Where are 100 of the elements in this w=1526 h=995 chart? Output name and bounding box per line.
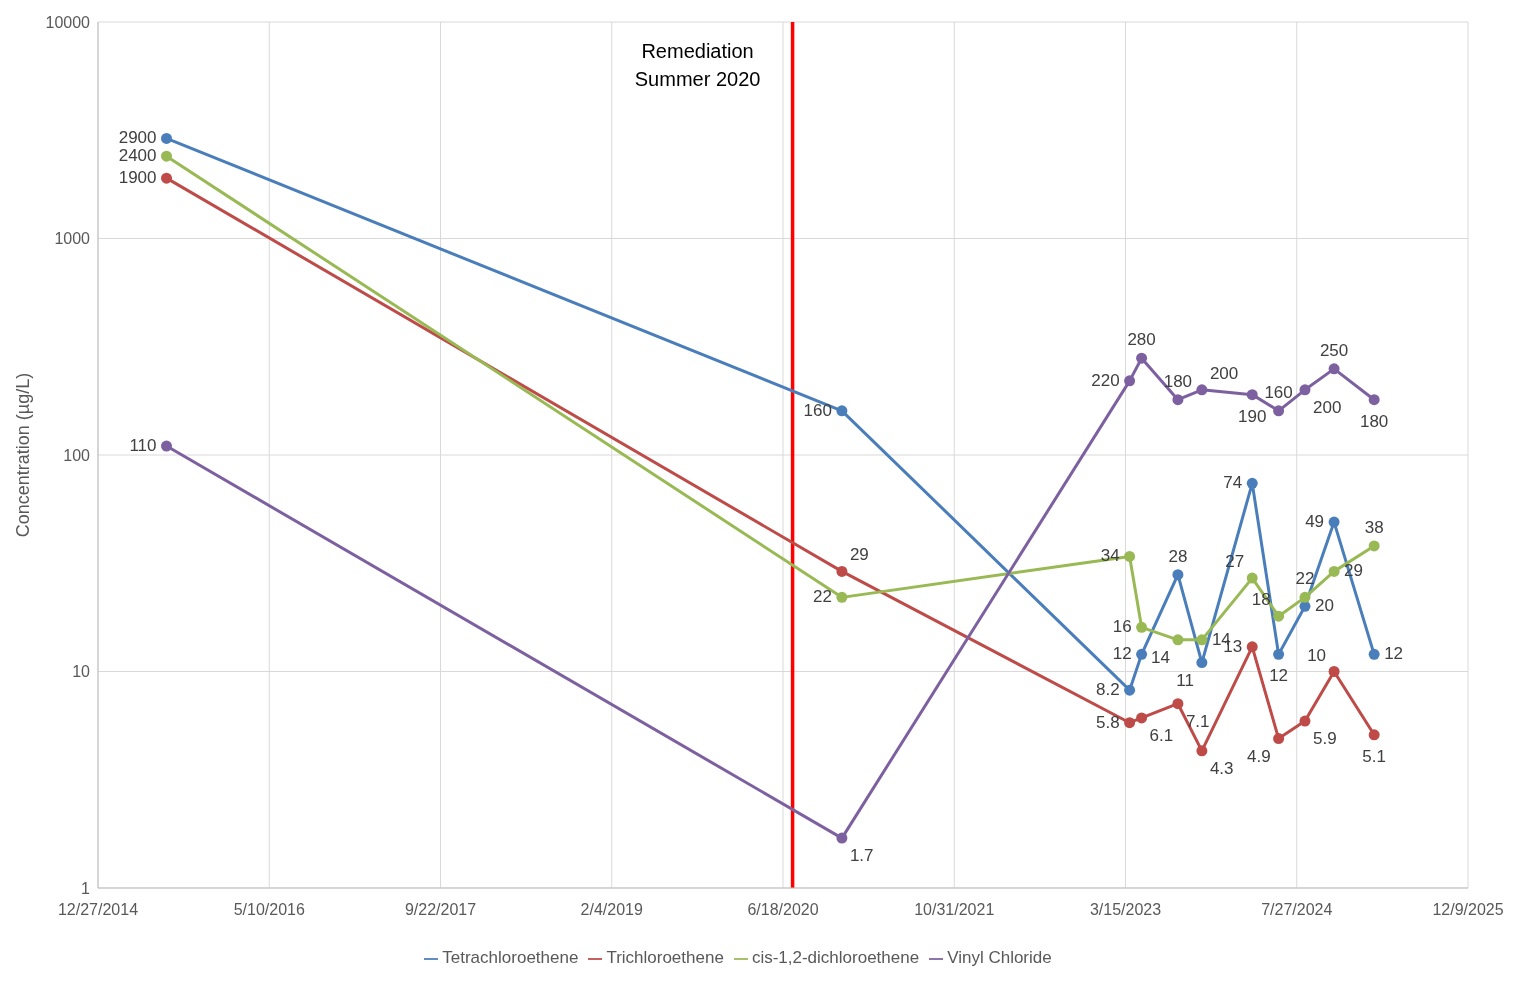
point xyxy=(1196,384,1208,396)
point xyxy=(836,405,848,417)
data-label: 6.1 xyxy=(1149,725,1174,745)
data-label: 29 xyxy=(849,545,869,565)
data-label: 250 xyxy=(1319,340,1349,360)
x-tick-label: 9/22/2017 xyxy=(404,901,477,919)
point xyxy=(1136,648,1148,660)
point xyxy=(1328,565,1340,577)
data-label: 12 xyxy=(1112,644,1132,664)
data-label: 11 xyxy=(1176,670,1194,690)
data-label: 160 xyxy=(803,400,832,420)
point xyxy=(836,565,848,577)
data-label: 8.2 xyxy=(1095,680,1120,700)
data-label: 5.1 xyxy=(1362,746,1386,766)
point xyxy=(1368,729,1380,741)
point xyxy=(1368,540,1380,552)
point xyxy=(1124,684,1136,696)
data-label: 1.7 xyxy=(849,846,874,866)
data-label: 200 xyxy=(1312,397,1342,417)
legend-label: Vinyl Chloride xyxy=(947,948,1052,967)
point xyxy=(1273,648,1285,660)
point xyxy=(161,132,172,144)
data-label: 5.9 xyxy=(1312,729,1337,749)
data-label: 200 xyxy=(1209,363,1239,383)
data-label: 280 xyxy=(1127,330,1156,350)
point xyxy=(1196,634,1208,646)
data-label: 1900 xyxy=(118,168,157,188)
data-label: 22 xyxy=(812,587,832,607)
data-label: 4.3 xyxy=(1209,758,1234,778)
point xyxy=(836,591,848,603)
y-axis-title: Concentration (µg/L) xyxy=(13,372,34,538)
legend-label: Trichloroethene xyxy=(606,948,724,967)
x-tick-label: 10/31/2021 xyxy=(914,901,995,919)
point xyxy=(1136,712,1148,724)
data-label: 16 xyxy=(1112,617,1132,637)
y-tick-label: 10000 xyxy=(45,13,91,31)
legend-label: cis-1,2-dichloroethene xyxy=(751,948,920,967)
data-label: 20 xyxy=(1314,596,1334,616)
data-label: 7.1 xyxy=(1185,711,1210,731)
y-tick-label: 10 xyxy=(72,663,91,681)
x-tick-label: 6/18/2020 xyxy=(747,901,819,919)
x-tick-label: 5/10/2016 xyxy=(233,901,305,919)
point xyxy=(1368,394,1380,406)
point xyxy=(1328,666,1340,677)
point xyxy=(836,832,848,844)
data-label: 160 xyxy=(1264,382,1293,402)
data-label: 4.9 xyxy=(1246,746,1271,766)
data-label: 110 xyxy=(129,436,157,456)
point xyxy=(1328,516,1340,528)
point xyxy=(1246,389,1258,401)
point xyxy=(1299,591,1311,603)
data-label: 14 xyxy=(1150,647,1170,667)
data-label: 12 xyxy=(1384,644,1404,664)
x-tick-label: 3/15/2023 xyxy=(1089,901,1162,919)
point xyxy=(1273,610,1285,622)
data-label: 190 xyxy=(1238,406,1267,426)
data-label: 2400 xyxy=(118,146,157,166)
x-tick-label: 7/27/2024 xyxy=(1261,901,1333,919)
data-label: 2900 xyxy=(118,128,157,148)
data-label: 49 xyxy=(1305,512,1325,532)
point xyxy=(1136,621,1148,633)
point xyxy=(1299,715,1311,727)
point xyxy=(1172,394,1184,406)
x-tick-label: 2/4/2019 xyxy=(580,901,643,919)
point xyxy=(1246,477,1258,489)
data-label: 180 xyxy=(1163,371,1193,391)
x-tick-label: 12/9/2025 xyxy=(1432,901,1504,919)
y-tick-label: 1000 xyxy=(54,230,91,248)
point xyxy=(1172,569,1184,581)
data-label: 74 xyxy=(1223,473,1243,493)
point xyxy=(1124,550,1136,562)
ref-line-label: Remediation Summer 2020 xyxy=(633,39,762,92)
legend-label: Tetrachloroethene xyxy=(442,948,579,967)
point xyxy=(1328,363,1340,375)
data-label: 10 xyxy=(1307,645,1327,665)
point xyxy=(1273,405,1285,417)
point xyxy=(1124,375,1136,387)
point xyxy=(1172,634,1184,646)
y-tick-label: 1 xyxy=(81,879,91,897)
point xyxy=(1246,572,1258,584)
data-label: 22 xyxy=(1295,569,1315,589)
x-tick-label: 12/27/2014 xyxy=(57,901,139,919)
data-label: 12 xyxy=(1269,666,1289,686)
data-label: 180 xyxy=(1359,411,1389,431)
point xyxy=(161,150,172,162)
point xyxy=(161,172,172,184)
data-label: 28 xyxy=(1168,546,1188,566)
data-label: 5.8 xyxy=(1095,712,1120,732)
point xyxy=(1136,352,1148,364)
point xyxy=(1246,641,1258,653)
point xyxy=(1196,745,1208,757)
point xyxy=(161,440,172,452)
data-label: 220 xyxy=(1091,370,1120,390)
point xyxy=(1368,648,1380,660)
data-label: 38 xyxy=(1364,517,1384,537)
point xyxy=(1172,698,1184,710)
point xyxy=(1299,384,1311,396)
point xyxy=(1196,657,1208,669)
point xyxy=(1124,717,1136,729)
point xyxy=(1273,733,1285,745)
